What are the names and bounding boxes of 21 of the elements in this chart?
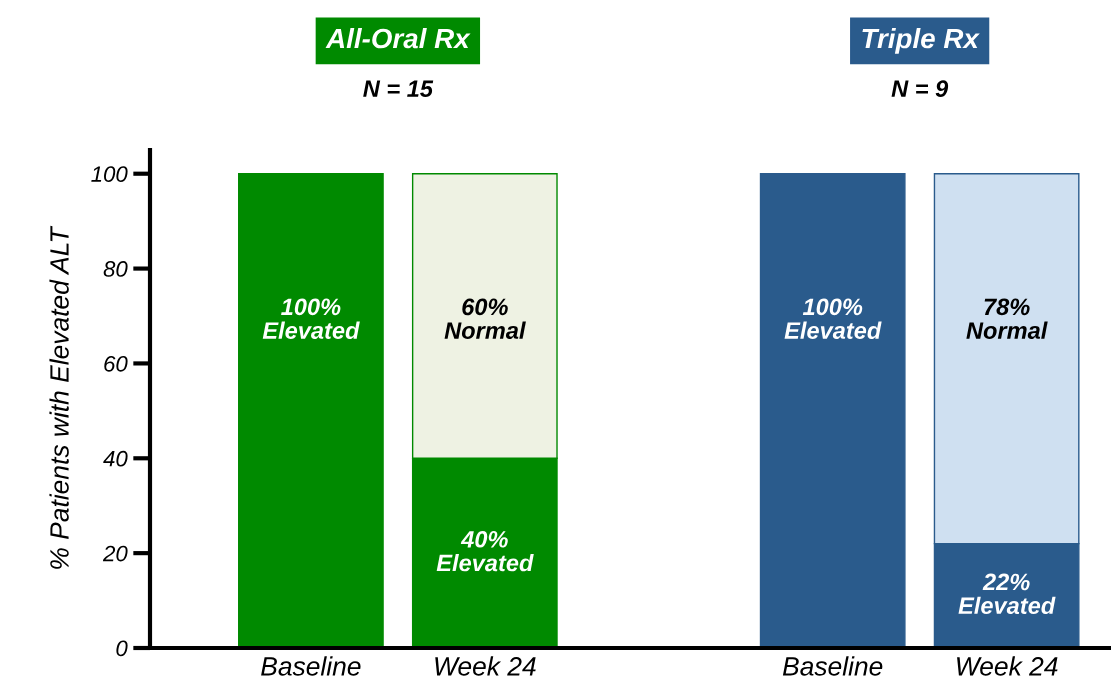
- data-label: 100% Elevated: [262, 298, 360, 339]
- y-axis-title: % Patients with Elevated ALT: [49, 225, 69, 569]
- data-label: 100% Elevated: [784, 298, 882, 339]
- x-tick-label: Week 24: [957, 656, 1058, 676]
- text: N = 9: [891, 80, 949, 98]
- x-tick-label: Baseline: [261, 656, 361, 676]
- x-tick-label: Week 24: [435, 656, 536, 676]
- y-tick-label: 80: [103, 261, 128, 277]
- text: N = 15: [363, 80, 434, 98]
- y-tick-label: 100: [91, 166, 128, 182]
- data-label: 60% Normal: [444, 298, 526, 339]
- text: All-Oral Rx: [325, 27, 471, 49]
- y-tick-label: 60: [104, 355, 128, 372]
- x-tick-label: Baseline: [782, 656, 883, 676]
- text: Triple Rx: [862, 27, 980, 54]
- data-label: 40% Elevated: [436, 530, 534, 572]
- y-tick-label: 0: [116, 640, 128, 657]
- y-tick-label: 20: [102, 545, 128, 562]
- data-label: 22% Elevated: [958, 573, 1056, 615]
- y-tick-label: 40: [103, 450, 128, 467]
- data-label: 78% Normal: [966, 298, 1048, 339]
